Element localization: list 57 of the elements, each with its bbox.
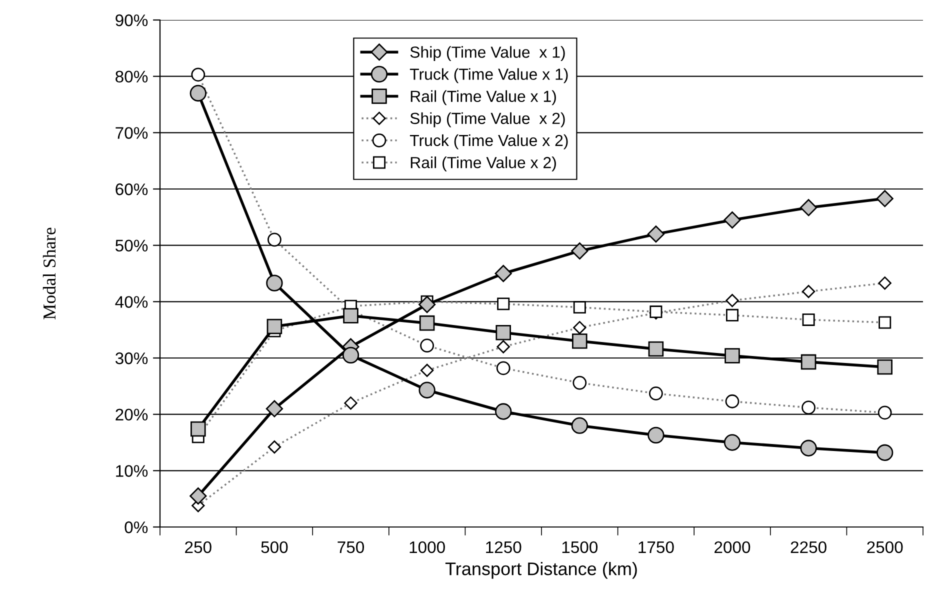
point [800,354,816,370]
point [877,359,892,375]
point [647,226,664,243]
x-axis-title: Transport Distance (km) [445,562,637,579]
point [876,444,894,461]
x-tick-label: 250 [185,541,212,554]
legend-label: Ship (Time Value x 1) [410,46,565,61]
point [419,315,435,331]
point [571,242,588,260]
point [266,400,283,418]
point [800,199,818,216]
y-tick-label: 20% [116,408,148,421]
y-axis-title: Modal Share [42,228,56,320]
y-tick-label: 40% [115,296,148,308]
y-tick-label: 10% [116,465,148,477]
y-tick-label: 90% [116,14,148,26]
point [418,382,436,398]
legend-label: Ship (Time Value x 2) [410,112,565,128]
y-tick-label: 30% [115,352,148,364]
point [190,487,207,505]
point [648,426,664,444]
x-tick-label: 750 [338,541,364,554]
point [571,417,588,434]
point [494,264,512,282]
point [190,84,206,102]
y-tick-label: 70% [116,127,148,139]
y-tick-label: 60% [116,183,148,196]
legend-label: Rail (Time Value x 2) [410,156,556,172]
legend-label: Rail (Time Value x 1) [410,90,556,106]
point [876,190,894,208]
point [342,346,360,364]
x-tick-label: 2250 [790,541,826,554]
legend-label: Truck (Time Value x 1) [410,68,568,84]
y-tick-label: 80% [116,70,148,83]
point [572,333,588,349]
point [724,211,741,229]
y-tick-label: 50% [116,240,148,252]
point [266,274,283,292]
y-tick-label: 0% [124,521,148,534]
point [724,348,740,364]
point [648,341,664,357]
point [418,296,436,314]
x-tick-label: 500 [261,541,288,554]
x-tick-label: 2500 [867,541,903,554]
legend-label: Truck (Time Value x 2) [410,134,568,150]
x-tick-label: 1500 [562,541,598,554]
x-tick-label: 1750 [638,541,674,554]
point [495,403,512,420]
point [724,434,741,451]
point [343,308,358,324]
x-tick-label: 1250 [486,541,522,554]
point [496,325,511,340]
x-tick-label: 2000 [714,541,750,554]
point [800,440,817,456]
point [266,318,282,334]
point [190,421,206,437]
x-tick-label: 1000 [410,541,445,554]
